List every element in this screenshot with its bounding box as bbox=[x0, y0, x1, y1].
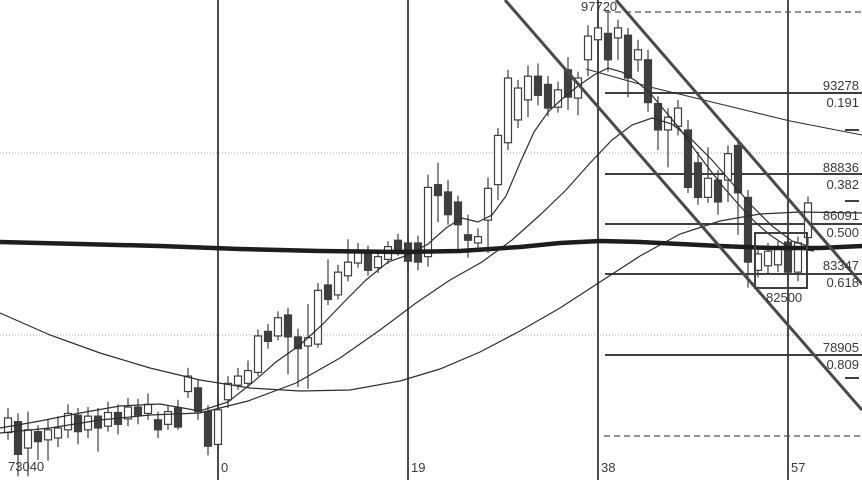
candle-body bbox=[223, 382, 233, 401]
candle-body bbox=[553, 89, 563, 108]
candle-body bbox=[303, 337, 313, 347]
candle-body bbox=[43, 429, 53, 441]
candle-body bbox=[133, 406, 143, 416]
candle-body bbox=[373, 256, 383, 269]
candle-body bbox=[283, 314, 293, 338]
candle-body bbox=[543, 83, 553, 109]
candle-body bbox=[583, 35, 593, 61]
candle-body bbox=[13, 421, 23, 456]
candle-body bbox=[703, 177, 713, 199]
x-tick-label-0: 0 bbox=[221, 460, 229, 475]
candle-body bbox=[253, 335, 263, 374]
axis-left-price-label: 73040 bbox=[8, 459, 45, 474]
candle-body bbox=[613, 27, 623, 39]
candle-body bbox=[433, 184, 443, 197]
candle-body bbox=[23, 429, 33, 449]
candle-body bbox=[193, 387, 203, 413]
candle-body bbox=[293, 336, 303, 350]
candle-body bbox=[263, 330, 273, 343]
candle-body bbox=[173, 407, 183, 428]
candle-body bbox=[463, 234, 473, 241]
fib-ratio-label-0382: 0.382 bbox=[826, 177, 859, 192]
fib-price-label-78905: 78905 bbox=[822, 340, 859, 355]
fib-high-price-label: 97720 bbox=[581, 0, 618, 14]
candle-body bbox=[423, 186, 433, 258]
candle-body bbox=[683, 129, 693, 188]
candle-body bbox=[743, 196, 753, 263]
candle-body bbox=[233, 375, 243, 386]
candle-body bbox=[243, 369, 253, 384]
candle-body bbox=[763, 250, 773, 267]
fib-price-label-88836: 88836 bbox=[822, 160, 859, 175]
candle-body bbox=[53, 427, 63, 439]
candle-body bbox=[533, 75, 543, 96]
candle-body bbox=[343, 261, 353, 277]
candle-body bbox=[443, 191, 453, 216]
candle-body bbox=[693, 162, 703, 199]
candle-body bbox=[333, 271, 343, 296]
candle-body bbox=[623, 34, 633, 79]
candle-body bbox=[273, 317, 283, 337]
candle-body bbox=[503, 77, 513, 144]
fib-ratio-label-0809: 0.809 bbox=[826, 357, 859, 372]
candle-body bbox=[483, 187, 493, 221]
fib-price-label-86091: 86091 bbox=[822, 208, 859, 223]
candle-body bbox=[733, 144, 743, 194]
ma-slow-line bbox=[0, 211, 862, 392]
candle-body bbox=[123, 406, 133, 420]
candle-body bbox=[473, 236, 483, 244]
candle-body bbox=[523, 75, 533, 101]
candle-body bbox=[773, 248, 783, 266]
candle-body bbox=[633, 49, 643, 61]
candle-body bbox=[63, 412, 73, 431]
candle-body bbox=[723, 153, 733, 181]
candle-body bbox=[183, 375, 193, 393]
fib-price-label-93278: 93278 bbox=[822, 78, 859, 93]
candle-body bbox=[493, 134, 503, 186]
fib-ratio-label-0500: 0.500 bbox=[826, 225, 859, 240]
candle-body bbox=[603, 32, 613, 61]
channel-lower-trendline bbox=[503, 0, 862, 411]
candle-body bbox=[783, 241, 793, 273]
candle-body bbox=[203, 410, 213, 447]
ma-short-line bbox=[0, 67, 815, 429]
candle-body bbox=[143, 403, 153, 415]
ma-thick-line bbox=[0, 238, 862, 255]
candle-body bbox=[453, 201, 463, 226]
candle-body bbox=[313, 289, 323, 345]
candle-body bbox=[363, 251, 373, 271]
x-tick-label-38: 38 bbox=[601, 460, 616, 475]
candle-body bbox=[653, 102, 663, 131]
candle-body bbox=[513, 87, 523, 121]
fib-ratio-label-0191: 0.191 bbox=[826, 95, 859, 110]
channel-upper-trendline bbox=[614, 0, 862, 285]
x-tick-label-57: 57 bbox=[791, 460, 806, 475]
ma-medium-line bbox=[0, 117, 815, 434]
fib-ratio-label-0618: 0.618 bbox=[826, 275, 859, 290]
candle-body bbox=[643, 59, 653, 104]
candle-body bbox=[33, 431, 43, 443]
candle-body bbox=[393, 239, 403, 252]
candle-body bbox=[323, 284, 333, 301]
x-tick-label-19: 19 bbox=[411, 460, 426, 475]
candle-body bbox=[83, 415, 93, 431]
box-price-label-82500: 82500 bbox=[766, 290, 803, 305]
candle-body bbox=[163, 410, 173, 425]
candle-body bbox=[593, 27, 603, 41]
candle-body bbox=[563, 69, 573, 98]
consolidation-box bbox=[754, 232, 808, 289]
trendline-minor bbox=[585, 68, 862, 136]
fib-price-label-83347: 83347 bbox=[822, 258, 859, 273]
candle-body bbox=[153, 419, 163, 431]
candle-body bbox=[3, 417, 13, 434]
candle-body bbox=[213, 409, 223, 446]
candle-body bbox=[93, 415, 103, 429]
